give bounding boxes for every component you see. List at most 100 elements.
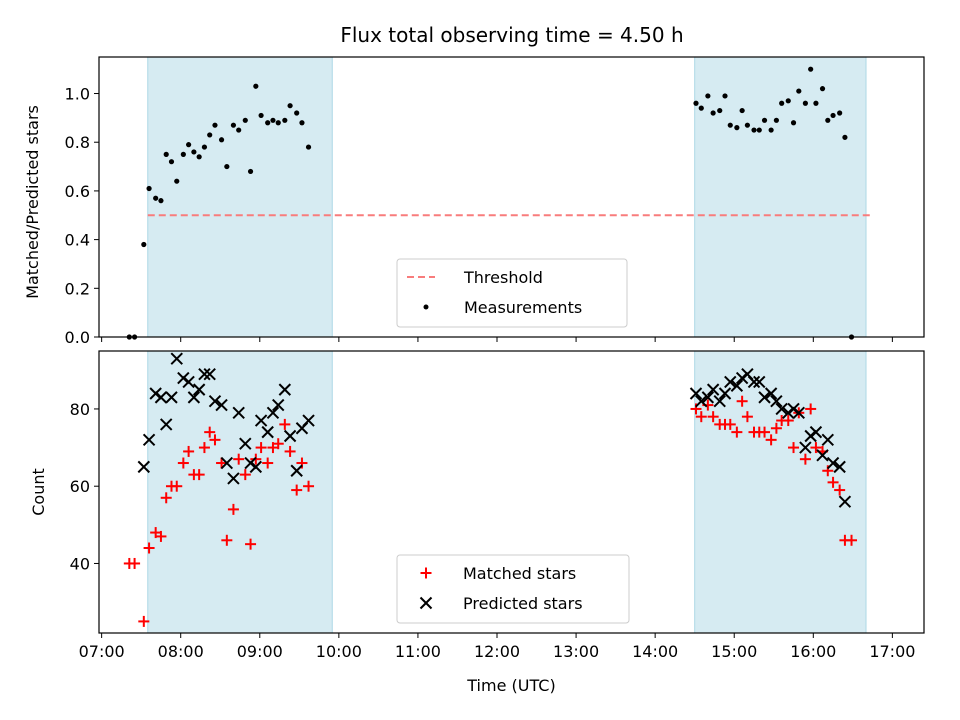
- matched-star-point: [805, 403, 817, 415]
- predicted-star-point: [192, 383, 206, 396]
- measurement-point: [146, 185, 152, 192]
- predicted-star-point: [764, 387, 778, 400]
- measurement-point: [790, 120, 797, 126]
- predicted-star-point: [833, 460, 846, 474]
- measurement-point: [294, 110, 300, 116]
- matched-star-point: [788, 442, 800, 454]
- measurements-legend-swatch: [423, 304, 429, 310]
- matched-star-point: [782, 415, 794, 427]
- measurement-point: [196, 154, 202, 160]
- predicted-stars-series: [137, 352, 852, 508]
- measurement-point: [153, 195, 159, 201]
- y-tick-label: 0.2: [65, 279, 90, 298]
- predicted-star-point: [208, 395, 222, 408]
- matched-star-point: [216, 457, 228, 469]
- matched-star-point: [183, 445, 195, 457]
- measurement-point: [275, 120, 281, 126]
- shaded-interval-1: [147, 350, 333, 634]
- matched-star-point: [129, 557, 141, 569]
- predicted-star-point: [278, 383, 292, 396]
- predicted-star-point: [730, 379, 744, 392]
- matched-star-point: [799, 453, 811, 465]
- count-panel-frame: [98, 350, 925, 634]
- measurement-point: [212, 122, 218, 128]
- predicted-star-point: [713, 395, 726, 408]
- predicted-star-point: [182, 375, 195, 389]
- time-x-axis: 07:00 08:00 09:00 10:00 11:00 12:00 13:00 14:00…: [79, 633, 915, 661]
- x-tick-label: 08:00: [158, 642, 204, 661]
- y-tick-label: 80: [70, 400, 90, 419]
- measurement-point: [722, 93, 728, 99]
- predicted-star-point: [826, 456, 840, 470]
- ratio-legend: Threshold Measurements: [396, 258, 628, 328]
- matched-legend-marker: [420, 567, 432, 579]
- measurement-point: [739, 107, 745, 114]
- predicted-star-point: [272, 398, 285, 412]
- ratio-panel: 0.0 0.2 0.4 0.6 0.8 1.0 Matched/Predicted sta…: [23, 56, 925, 347]
- measurement-point: [744, 122, 751, 128]
- predicted-star-point: [142, 433, 156, 447]
- x-tick-label: 09:00: [237, 642, 283, 661]
- measurements-legend-label: Measurements: [464, 298, 582, 317]
- matched-star-point: [303, 480, 315, 492]
- matched-star-point: [707, 411, 719, 423]
- x-tick-label: 13:00: [553, 642, 599, 661]
- predicted-star-point: [187, 391, 201, 404]
- measurement-point: [253, 83, 259, 89]
- matched-star-point: [262, 457, 274, 469]
- count-panel: 40 60 80 07:00 08:00 09:00 10:00 11:00 12:00 13:…: [29, 350, 925, 695]
- x-tick-label: 11:00: [395, 642, 441, 661]
- ratio-y-axis: 0.0 0.2 0.4 0.6 0.8 1.0: [65, 85, 99, 347]
- predicted-star-point: [747, 375, 761, 389]
- x-tick-label: 10:00: [316, 642, 362, 661]
- measurement-point: [191, 149, 197, 155]
- measurement-point: [230, 122, 237, 128]
- matched-star-point: [759, 426, 771, 438]
- ratio-panel-frame: [98, 56, 925, 338]
- matched-star-point: [741, 411, 753, 423]
- predicted-star-point: [718, 387, 732, 400]
- measurement-point: [207, 132, 213, 138]
- y-tick-label: 0.6: [65, 182, 90, 201]
- measurement-point: [287, 103, 293, 109]
- measurement-point: [258, 112, 264, 119]
- measurement-point: [158, 198, 164, 204]
- matched-star-point: [171, 480, 183, 492]
- matched-star-point: [204, 426, 216, 438]
- measurement-point: [163, 151, 169, 157]
- y-tick-label: 0.8: [65, 133, 90, 152]
- x-tick-label: 15:00: [711, 642, 757, 661]
- matched-star-point: [198, 442, 210, 454]
- measurement-point: [773, 117, 779, 123]
- count-legend: Matched stars Predicted stars: [396, 554, 630, 624]
- matched-star-point: [177, 457, 189, 469]
- y-tick-label: 1.0: [65, 85, 90, 104]
- measurement-point: [242, 117, 248, 123]
- chart-title: Flux total observing time = 4.50 h: [340, 23, 683, 47]
- x-tick-label: 17:00: [869, 642, 915, 661]
- measurement-point: [830, 112, 836, 119]
- matched-star-point: [143, 542, 155, 554]
- predicted-star-point: [695, 395, 708, 408]
- y-tick-label: 0.0: [65, 328, 90, 347]
- x-axis-label: Time (UTC): [466, 676, 555, 695]
- measurement-point: [224, 163, 230, 170]
- matched-star-point: [695, 411, 707, 423]
- predicted-star-point: [809, 425, 823, 439]
- matched-star-point: [193, 469, 205, 481]
- predicted-star-point: [758, 391, 771, 404]
- measurement-point: [785, 98, 791, 104]
- predicted-star-point: [266, 406, 280, 420]
- count-y-axis: 40 60 80: [70, 400, 99, 573]
- matched-star-point: [765, 434, 777, 446]
- predicted-star-point: [770, 395, 783, 408]
- predicted-star-point: [792, 406, 806, 420]
- y-tick-label: 40: [70, 554, 90, 573]
- measurement-point: [705, 93, 711, 99]
- measurement-point: [779, 100, 785, 106]
- predicted-star-point: [689, 387, 703, 400]
- measurement-point: [201, 144, 208, 150]
- matched-star-point: [239, 469, 251, 481]
- measurement-point: [698, 105, 704, 111]
